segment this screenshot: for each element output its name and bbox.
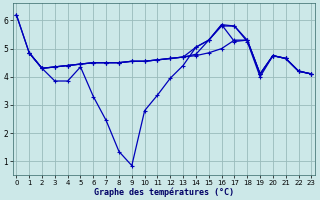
- X-axis label: Graphe des températures (°C): Graphe des températures (°C): [94, 187, 234, 197]
